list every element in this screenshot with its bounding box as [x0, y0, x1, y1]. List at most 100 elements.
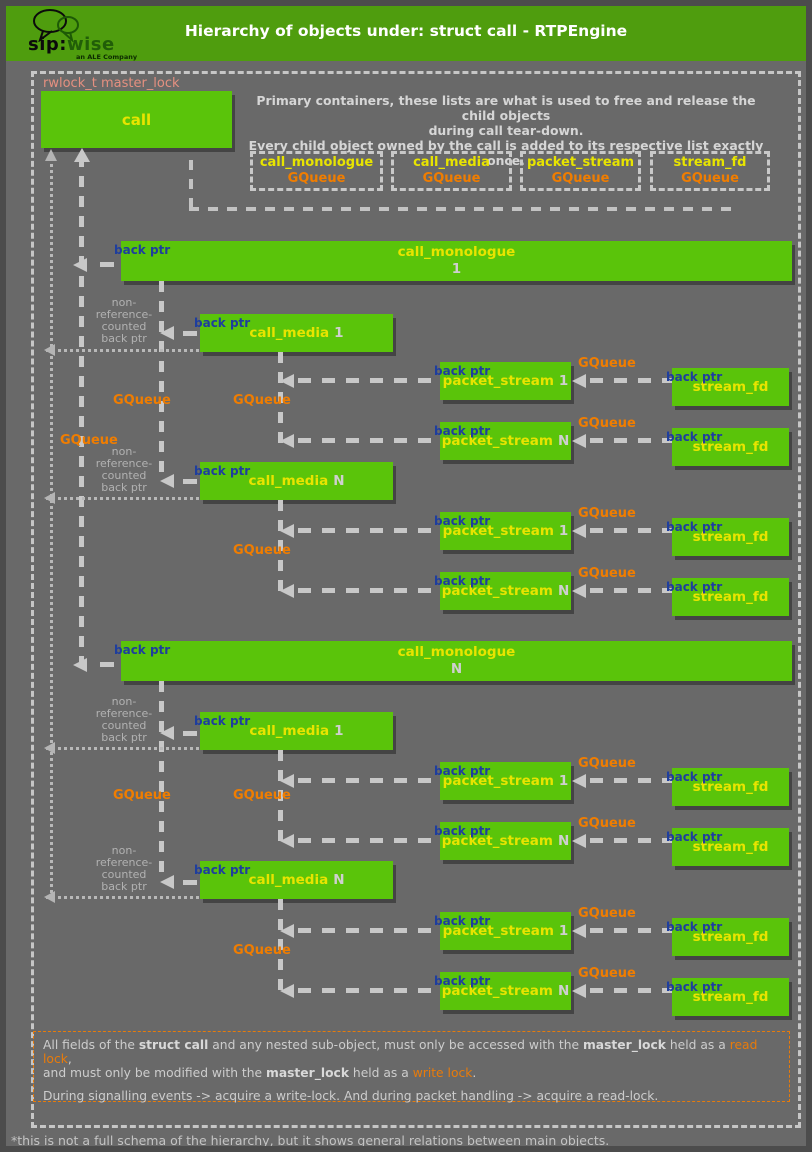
- gqueue-label: GQueue: [113, 393, 171, 408]
- node-index: 1: [334, 723, 344, 739]
- arrow-left: [280, 374, 294, 388]
- node-call-media-n: call_media N: [200, 861, 393, 899]
- gqueue-label: GQueue: [233, 543, 291, 558]
- node-label: call_monologue: [397, 244, 516, 260]
- back-ptr-label: back ptr: [434, 574, 491, 588]
- node-label: packet_stream: [442, 923, 554, 939]
- legend-connector-vertical: [189, 160, 193, 210]
- lock-note-line-1: All fields of the struct call and any ne…: [43, 1038, 780, 1066]
- node-index: N: [450, 661, 463, 677]
- back-ptr-line: [298, 988, 440, 993]
- node-label: stream_fd: [692, 779, 769, 795]
- legend-name: call_media: [413, 155, 490, 170]
- note-text: and must only be modified with the: [43, 1066, 266, 1080]
- back-ptr-label: back ptr: [666, 430, 723, 444]
- node-label: call_media: [249, 325, 330, 341]
- node-label: call: [121, 110, 152, 129]
- back-ptr-label: back ptr: [194, 714, 251, 728]
- note-text: held as a: [665, 1038, 730, 1052]
- gqueue-label: GQueue: [233, 788, 291, 803]
- node-stream-fd: stream_fd: [672, 828, 789, 866]
- node-call: call: [41, 91, 232, 148]
- dash-segment: [183, 731, 197, 736]
- gqueue-line: [590, 928, 672, 933]
- back-ptr-line: [298, 778, 440, 783]
- back-ptr-label: back ptr: [666, 370, 723, 384]
- node-call-media-n: call_media N: [200, 462, 393, 500]
- arrow-left: [572, 984, 586, 998]
- arrow-left: [280, 834, 294, 848]
- node-stream-fd: stream_fd: [672, 768, 789, 806]
- legend-call-monologue-queue: call_monologue GQueue: [250, 151, 383, 191]
- gqueue-label: GQueue: [578, 416, 636, 431]
- note-text: held as a: [349, 1066, 413, 1080]
- note-bold: struct call: [138, 1038, 209, 1052]
- arrow-left: [160, 474, 174, 488]
- node-label: packet_stream: [442, 523, 554, 539]
- back-ptr-label: back ptr: [434, 824, 491, 838]
- legend-stream-fd-queue: stream_fd GQueue: [650, 151, 770, 191]
- back-ptr-label: back ptr: [194, 863, 251, 877]
- back-ptr-line: [298, 438, 440, 443]
- node-label: packet_stream: [441, 433, 553, 449]
- node-call-media-1: call_media 1: [200, 712, 393, 750]
- node-label: stream_fd: [692, 839, 769, 855]
- arrow-left: [280, 984, 294, 998]
- arrow-left: [280, 524, 294, 538]
- node-packet-stream-n: packet_stream N: [440, 572, 571, 610]
- node-label: call_monologue: [397, 644, 516, 660]
- node-stream-fd: stream_fd: [672, 918, 789, 956]
- arrow-left-dotted: [44, 492, 55, 504]
- rwlock-label: rwlock_t master_lock: [43, 76, 180, 91]
- node-packet-stream-1: packet_stream 1: [440, 512, 571, 550]
- gqueue-label: GQueue: [578, 966, 636, 981]
- note-spacer: [43, 1080, 780, 1089]
- arrow-left: [572, 584, 586, 598]
- gqueue-label: GQueue: [578, 506, 636, 521]
- packet-queue-line: [278, 500, 283, 595]
- back-ptr-line: [298, 528, 440, 533]
- node-call-media-1: call_media 1: [200, 314, 393, 352]
- back-ptr-label: back ptr: [434, 364, 491, 378]
- footnote: *this is not a full schema of the hierar…: [11, 1133, 610, 1148]
- lock-note-line-3: During signalling events -> acquire a wr…: [43, 1089, 659, 1103]
- logo-wise: wise: [66, 34, 115, 55]
- arrow-left: [572, 924, 586, 938]
- legend-connector-horizontal: [189, 207, 737, 211]
- gqueue-label: GQueue: [113, 788, 171, 803]
- node-index: 1: [558, 773, 569, 789]
- node-index: N: [557, 833, 570, 849]
- node-index: N: [333, 473, 345, 489]
- arrow-left: [280, 774, 294, 788]
- legend-type: GQueue: [287, 171, 346, 186]
- gqueue-label: GQueue: [578, 906, 636, 921]
- back-ptr-line: [298, 928, 440, 933]
- arrow-left: [73, 658, 87, 672]
- legend-type: GQueue: [681, 171, 739, 186]
- arrow-left: [280, 924, 294, 938]
- back-ptr-label: back ptr: [434, 514, 491, 528]
- legend-packet-stream-queue: packet_stream GQueue: [520, 151, 641, 191]
- dash-segment: [100, 262, 114, 267]
- node-label: stream_fd: [692, 589, 769, 605]
- arrow-left-dotted: [44, 344, 55, 356]
- back-ptr-label: back ptr: [666, 980, 723, 994]
- note-text: All fields of the: [43, 1038, 139, 1052]
- node-label: stream_fd: [692, 989, 769, 1005]
- non-ref-note: non- reference- counted back ptr: [95, 695, 153, 744]
- header-bar: [6, 6, 806, 61]
- node-index: N: [557, 983, 570, 999]
- arrow-left: [280, 434, 294, 448]
- node-label: packet_stream: [441, 983, 553, 999]
- arrow-left: [73, 258, 87, 272]
- back-ptr-line: [298, 838, 440, 843]
- dash-segment: [183, 880, 197, 885]
- sipwise-logo-icon: [33, 9, 79, 42]
- node-index: 1: [558, 923, 569, 939]
- non-ref-note: non- reference- counted back ptr: [95, 296, 153, 345]
- back-ptr-label: back ptr: [194, 316, 251, 330]
- node-packet-stream-n: packet_stream N: [440, 822, 571, 860]
- back-ptr-label: back ptr: [666, 770, 723, 784]
- back-ptr-label: back ptr: [114, 243, 171, 257]
- gqueue-label-call-monologues: GQueue: [60, 433, 118, 448]
